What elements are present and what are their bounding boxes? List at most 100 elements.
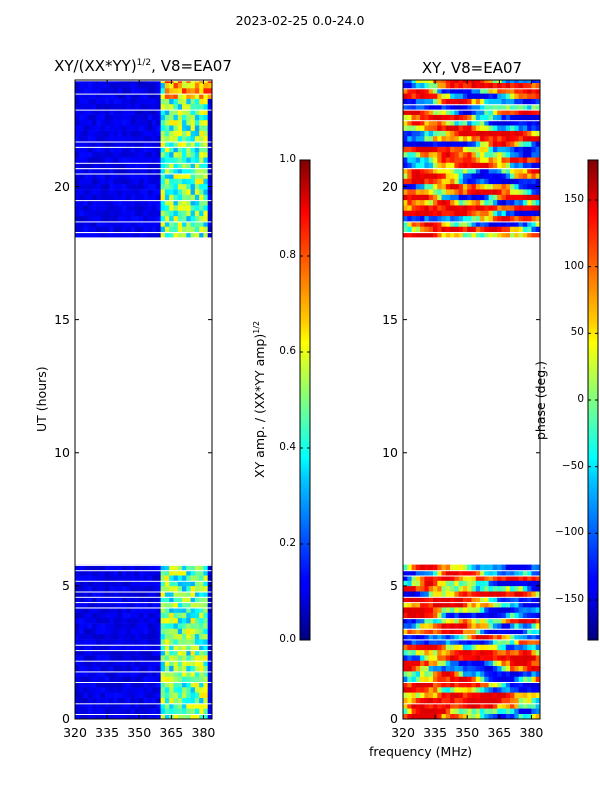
heat-cell (501, 687, 507, 693)
heat-cell (488, 644, 494, 651)
heat-cell (139, 135, 144, 142)
heat-cell (522, 612, 528, 619)
heat-cell (92, 88, 97, 94)
heat-cell (203, 199, 209, 206)
heat-cell (122, 676, 127, 682)
heat-cell (143, 226, 149, 232)
heat-cell (437, 130, 442, 137)
heat-cell (75, 633, 80, 640)
heat-cell (194, 697, 200, 704)
heat-cell (441, 697, 447, 704)
heat-cell (96, 88, 102, 94)
heat-cell (424, 125, 430, 131)
heat-cell (134, 221, 140, 227)
flagged-row (75, 703, 212, 705)
heat-cell (407, 82, 412, 89)
heat-cell (79, 628, 84, 635)
heat-cell (160, 114, 166, 121)
heat-cell (122, 221, 127, 227)
heat-cell (186, 687, 191, 693)
heat-cell (505, 104, 511, 110)
heat-cell (117, 157, 123, 163)
colorbar-tick-label: 0.2 (279, 537, 296, 549)
heat-cell (199, 189, 204, 195)
heat-cell (182, 194, 187, 201)
heat-cell (96, 80, 102, 83)
heat-cell (113, 660, 119, 666)
heat-cell (169, 580, 174, 587)
heat-cell (514, 173, 519, 179)
heat-cell (458, 98, 464, 105)
heat-cell (428, 130, 434, 137)
heat-cell (169, 644, 174, 651)
amplitude-title-exponent: 1/2 (136, 58, 152, 68)
heat-cell (113, 173, 119, 179)
heat-cell (450, 660, 455, 666)
heat-cell (458, 210, 464, 217)
heat-cell (117, 183, 123, 190)
heat-cell (199, 697, 204, 704)
heat-cell (87, 676, 93, 682)
heat-cell (458, 80, 464, 83)
heat-cell (164, 649, 170, 656)
heat-cell (454, 660, 460, 666)
heat-cell (424, 628, 430, 635)
heat-cell (160, 157, 166, 163)
heat-cell (403, 596, 408, 603)
heat-cell (182, 713, 187, 720)
heat-cell (96, 98, 102, 105)
heat-cell (126, 189, 132, 195)
heat-cell (177, 157, 183, 163)
heat-cell (109, 708, 114, 714)
heat-cell (152, 692, 157, 698)
heat-cell (75, 713, 80, 720)
heat-cell (147, 215, 153, 222)
heat-cell (156, 649, 161, 656)
heat-cell (207, 199, 213, 206)
heat-cell (505, 221, 511, 227)
heat-cell (454, 708, 460, 714)
heat-cell (122, 231, 127, 238)
heat-cell (527, 601, 532, 608)
heat-cell (173, 167, 179, 174)
heat-cell (531, 231, 537, 238)
heat-cell (415, 713, 421, 720)
heat-cell (462, 178, 468, 185)
heat-cell (134, 617, 140, 624)
heat-cell (510, 617, 515, 624)
heat-cell (450, 585, 455, 592)
heat-cell (433, 173, 438, 179)
heat-cell (143, 183, 149, 190)
heat-cell (109, 628, 114, 635)
heat-cell (134, 585, 140, 592)
heat-cell (441, 644, 447, 651)
heat-cell (126, 671, 132, 677)
heat-cell (126, 178, 132, 185)
heat-cell (134, 157, 140, 163)
heat-cell (194, 596, 200, 603)
heat-cell (100, 88, 106, 94)
heat-cell (407, 231, 412, 238)
heat-cell (527, 697, 532, 704)
heat-cell (411, 676, 417, 682)
heat-cell (518, 125, 524, 131)
heat-cell (169, 141, 174, 147)
heat-cell (96, 162, 102, 169)
x-tick-label: 380 (519, 725, 544, 740)
heat-cell (420, 146, 425, 153)
heat-cell (207, 189, 213, 195)
heat-cell (475, 628, 481, 635)
heat-cell (420, 575, 425, 581)
heat-cell (83, 697, 89, 704)
heat-cell (182, 671, 187, 677)
heat-cell (441, 681, 447, 688)
heat-cell (411, 146, 417, 153)
heat-cell (471, 644, 477, 651)
heat-cell (177, 655, 183, 661)
heat-cell (203, 162, 209, 169)
heat-cell (535, 194, 541, 201)
heat-cell (458, 183, 464, 190)
heat-cell (130, 119, 136, 126)
heat-cell (501, 104, 507, 110)
heat-cell (527, 644, 532, 651)
